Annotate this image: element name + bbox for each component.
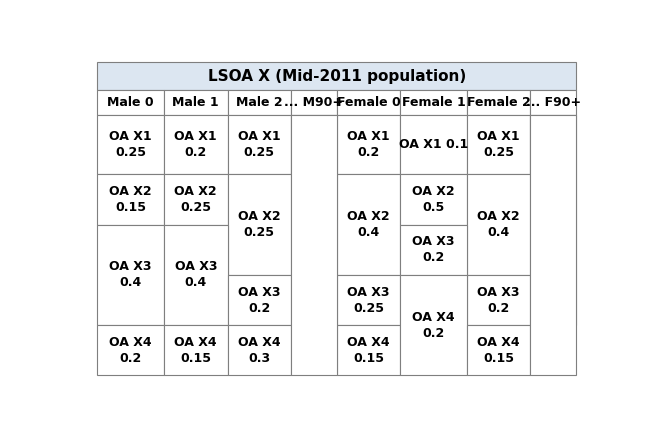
Bar — [227, 174, 291, 275]
Bar — [227, 325, 291, 375]
Text: OA X4
0.2: OA X4 0.2 — [110, 336, 152, 365]
Bar — [291, 115, 337, 325]
Bar — [337, 174, 400, 275]
Text: Male 1: Male 1 — [173, 96, 219, 109]
Text: Male 2: Male 2 — [236, 96, 283, 109]
Bar — [530, 115, 576, 375]
Bar — [164, 225, 227, 325]
Bar — [467, 275, 530, 325]
Bar — [467, 325, 530, 375]
Text: OA X2
0.4: OA X2 0.4 — [477, 210, 520, 239]
Text: OA X4
0.3: OA X4 0.3 — [238, 336, 281, 365]
Bar — [337, 325, 400, 375]
Text: OA X3
0.4: OA X3 0.4 — [110, 260, 152, 289]
Text: OA X2
0.25: OA X2 0.25 — [238, 210, 281, 239]
Bar — [164, 115, 227, 174]
Bar — [337, 90, 400, 115]
Text: OA X2
0.5: OA X2 0.5 — [412, 185, 455, 214]
Text: OA X4
0.15: OA X4 0.15 — [175, 336, 217, 365]
Bar — [530, 90, 576, 115]
Text: OA X3
0.4: OA X3 0.4 — [175, 260, 217, 289]
Text: OA X3
0.2: OA X3 0.2 — [478, 285, 520, 314]
Text: OA X3
0.2: OA X3 0.2 — [412, 235, 455, 264]
Text: OA X3
0.25: OA X3 0.25 — [347, 285, 390, 314]
Text: OA X2
0.15: OA X2 0.15 — [110, 185, 152, 214]
Bar — [400, 275, 467, 375]
Text: LSOA X (Mid-2011 population): LSOA X (Mid-2011 population) — [208, 69, 466, 84]
Bar — [291, 90, 337, 115]
Text: OA X1
0.25: OA X1 0.25 — [477, 130, 520, 159]
Text: Female 0: Female 0 — [336, 96, 400, 109]
Text: OA X2
0.4: OA X2 0.4 — [347, 210, 390, 239]
Bar — [400, 174, 467, 225]
Text: OA X1 0.1: OA X1 0.1 — [399, 139, 468, 152]
Text: Male 0: Male 0 — [107, 96, 154, 109]
Text: Female 2: Female 2 — [466, 96, 530, 109]
Bar — [227, 115, 291, 174]
Text: ... F90+: ... F90+ — [526, 96, 581, 109]
Bar — [337, 115, 400, 174]
Bar — [164, 90, 227, 115]
Bar — [164, 174, 227, 225]
Text: OA X4
0.2: OA X4 0.2 — [412, 310, 455, 339]
Text: OA X1
0.25: OA X1 0.25 — [110, 130, 152, 159]
Text: Female 1: Female 1 — [401, 96, 465, 109]
Bar — [530, 115, 576, 325]
Bar — [291, 115, 337, 375]
Bar — [97, 225, 164, 325]
Text: OA X1
0.25: OA X1 0.25 — [238, 130, 281, 159]
Bar — [97, 90, 164, 115]
Bar — [467, 115, 530, 174]
Bar — [400, 90, 467, 115]
Text: OA X2
0.25: OA X2 0.25 — [175, 185, 217, 214]
Text: OA X4
0.15: OA X4 0.15 — [477, 336, 520, 365]
Bar — [97, 174, 164, 225]
Bar — [467, 90, 530, 115]
Bar — [164, 325, 227, 375]
Bar — [97, 62, 576, 90]
Text: OA X1
0.2: OA X1 0.2 — [175, 130, 217, 159]
Bar — [227, 90, 291, 115]
Bar — [400, 225, 467, 275]
Bar — [97, 115, 164, 174]
Bar — [467, 174, 530, 275]
Bar — [400, 115, 467, 174]
Text: OA X1
0.2: OA X1 0.2 — [347, 130, 390, 159]
Bar — [97, 325, 164, 375]
Text: OA X3
0.2: OA X3 0.2 — [238, 285, 281, 314]
Bar — [227, 275, 291, 325]
Text: ... M90+: ... M90+ — [284, 96, 344, 109]
Text: OA X4
0.15: OA X4 0.15 — [347, 336, 390, 365]
Bar — [337, 275, 400, 325]
